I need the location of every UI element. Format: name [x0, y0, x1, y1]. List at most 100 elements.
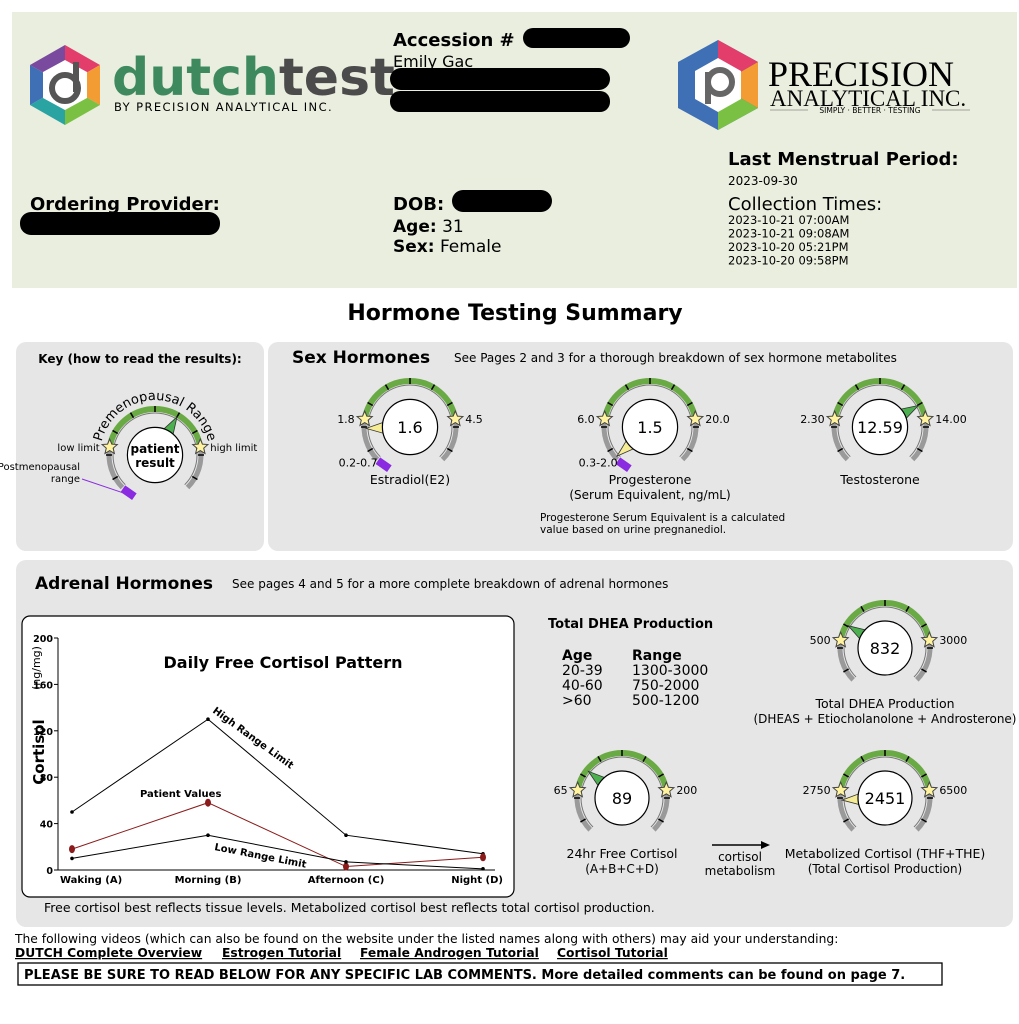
limit-star: [686, 409, 705, 427]
redaction: [20, 212, 220, 235]
result-circle: [851, 398, 909, 456]
low-limit: 500: [810, 634, 831, 647]
adrenal-note: Free cortisol best reflects tissue level…: [44, 900, 655, 915]
adrenal-subtitle: See pages 4 and 5 for a more complete br…: [232, 577, 668, 591]
gauge-inner-line: [843, 606, 927, 678]
limit-star: [355, 409, 374, 427]
gauge-name: Progesterone: [609, 472, 692, 487]
result-circle: [857, 770, 913, 826]
dob-label: DOB:: [393, 194, 444, 215]
low-limit: 2.30: [800, 413, 825, 426]
result-value: 89: [612, 789, 632, 808]
gauge-tick: [905, 756, 910, 763]
notice-box: [17, 962, 943, 986]
gauge-tick: [900, 384, 906, 391]
series-point: [69, 845, 75, 854]
result-value: 832: [870, 639, 901, 658]
limit-star: [920, 780, 939, 798]
high-limit: 20.0: [705, 413, 730, 426]
video-link[interactable]: Female Androgen Tutorial: [360, 946, 539, 960]
arrow-label: cortisol: [718, 850, 762, 864]
gauge-tick: [607, 447, 614, 453]
sex-subtitle: See Pages 2 and 3 for a thorough breakdo…: [454, 351, 897, 365]
gauge-tick: [384, 384, 390, 391]
series-label: Patient Values: [140, 789, 221, 800]
gauge-inner-line: [580, 756, 664, 828]
gauge-tick: [920, 623, 927, 628]
gauge-tick: [367, 401, 374, 407]
table-cell: 20-39: [562, 663, 603, 679]
key-post-marker: [120, 485, 137, 500]
gauge-tick: [916, 447, 923, 453]
gauge-tick: [843, 818, 850, 823]
collection-time: 2023-10-20 09:58PM: [728, 254, 849, 268]
series-line: [71, 718, 484, 855]
age: 31: [442, 217, 464, 237]
gauge-tick: [837, 447, 844, 453]
table-header: Age: [562, 648, 592, 664]
series-point: [481, 867, 485, 871]
gauge-inner-line: [112, 412, 198, 486]
gauge-tick: [920, 773, 927, 778]
limit-star: [657, 780, 676, 798]
x-tick-label: Afternoon (C): [308, 875, 385, 886]
series-line: [71, 834, 484, 870]
gauge-tick: [854, 384, 860, 391]
gauge-tick: [860, 606, 865, 613]
collection-time: 2023-10-20 05:21PM: [728, 240, 849, 254]
limit-star: [916, 409, 935, 427]
age-label: Age:: [393, 217, 437, 237]
chart-title: Daily Free Cortisol Pattern: [164, 653, 403, 672]
series-point: [206, 833, 210, 837]
y-tick-label: 40: [40, 820, 54, 831]
arrow-label: metabolism: [705, 864, 776, 878]
limit-star: [191, 437, 210, 455]
gauge-inner-line: [367, 384, 453, 458]
gauge-name: Metabolized Cortisol (THF+THE): [785, 846, 986, 861]
gauge-inner-line: [607, 384, 693, 458]
high-limit: 3000: [939, 634, 967, 647]
gauge-tick: [580, 818, 587, 823]
low-limit: 6.0: [577, 413, 595, 426]
gauge-tick: [367, 447, 374, 453]
dutch-logo-icon: [30, 45, 100, 125]
gauge-name: 24hr Free Cortisol: [567, 846, 678, 861]
gauge-tick: [920, 818, 927, 823]
sex-line: Sex: Female: [393, 237, 501, 257]
gauge-tick: [430, 384, 436, 391]
gauge-tick: [580, 773, 587, 778]
gauge-tick: [129, 412, 135, 419]
limit-star: [446, 409, 465, 427]
series-point: [205, 798, 211, 807]
result-circle: [857, 620, 913, 676]
arrow-head: [761, 841, 770, 849]
y-tick-label: 200: [33, 634, 53, 645]
video-link[interactable]: Estrogen Tutorial: [222, 946, 341, 960]
gauge-tick: [112, 429, 119, 435]
gauge-tick: [905, 606, 910, 613]
logo-word-b: test: [279, 48, 395, 108]
y-tick-label: 120: [33, 727, 53, 738]
result-value: 2451: [865, 789, 906, 808]
gauge-tick: [843, 668, 850, 673]
x-tick-label: Waking (A): [60, 875, 122, 886]
series-point: [70, 856, 74, 861]
limit-star: [595, 409, 614, 427]
video-link[interactable]: DUTCH Complete Overview: [15, 946, 202, 960]
low-limit: 2750: [803, 784, 831, 797]
video-links: DUTCH Complete Overview Estrogen Tutorial…: [15, 946, 668, 960]
gauge-tick: [686, 401, 693, 407]
table-cell: 750-2000: [632, 678, 699, 694]
limit-star: [825, 409, 844, 427]
gauge-tick: [112, 475, 119, 481]
gauge-name: Estradiol(E2): [370, 472, 450, 487]
series-point: [343, 862, 349, 871]
gauge-tick: [670, 384, 676, 391]
sex-title: Sex Hormones: [292, 348, 430, 368]
x-tick-label: Morning (B): [175, 875, 242, 886]
gauge-tick: [837, 401, 844, 407]
video-link[interactable]: Cortisol Tutorial: [557, 946, 668, 960]
